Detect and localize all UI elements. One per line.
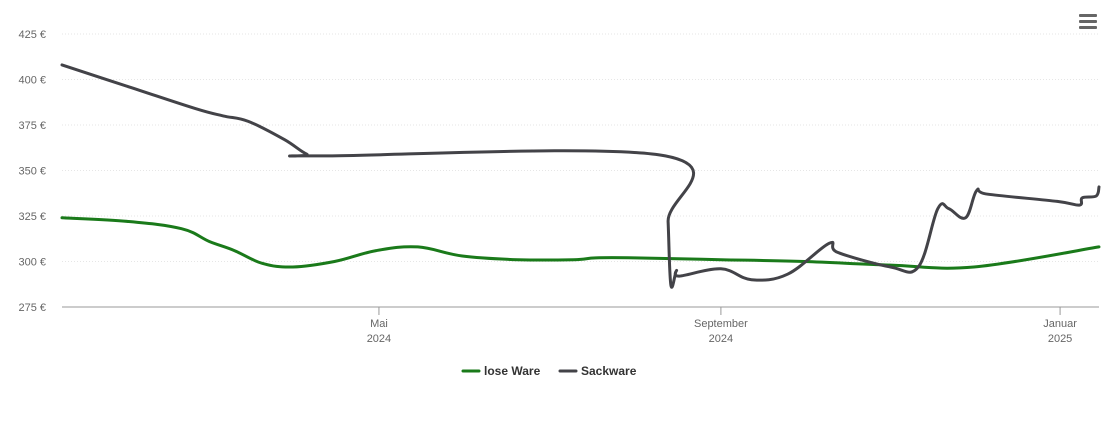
menu-icon[interactable] — [1079, 14, 1097, 29]
legend-label: Sackware — [581, 364, 637, 378]
y-axis-ticks: 275 € 300 € 325 € 350 € 375 € 400 € 425 € — [18, 29, 46, 314]
series-lines — [60, 63, 1101, 289]
y-tick-label: 275 € — [18, 302, 46, 314]
x-tick-label-year: 2025 — [1048, 333, 1072, 345]
y-tick-label: 300 € — [18, 257, 46, 269]
y-tick-label: 350 € — [18, 166, 46, 178]
legend: lose Ware Sackware — [461, 364, 637, 378]
series-line-lose-ware — [60, 216, 1101, 270]
y-tick-label: 375 € — [18, 120, 46, 132]
x-tick-label-month: Januar — [1043, 318, 1077, 330]
y-tick-label: 425 € — [18, 29, 46, 41]
y-tick-label: 325 € — [18, 211, 46, 223]
legend-item-sackware[interactable]: Sackware — [558, 364, 637, 378]
legend-label: lose Ware — [484, 364, 541, 378]
series-line-sackware — [60, 63, 1101, 289]
x-tick-label-year: 2024 — [367, 333, 391, 345]
y-grid — [62, 33, 1099, 262]
x-tick-label-month: September — [694, 318, 748, 330]
y-tick-label: 400 € — [18, 75, 46, 87]
x-tick-label-month: Mai — [370, 318, 388, 330]
legend-item-lose-ware[interactable]: lose Ware — [461, 364, 541, 378]
x-tick-label-year: 2024 — [709, 333, 733, 345]
x-axis-ticks: Mai 2024 September 2024 Januar 2025 — [367, 307, 1077, 345]
